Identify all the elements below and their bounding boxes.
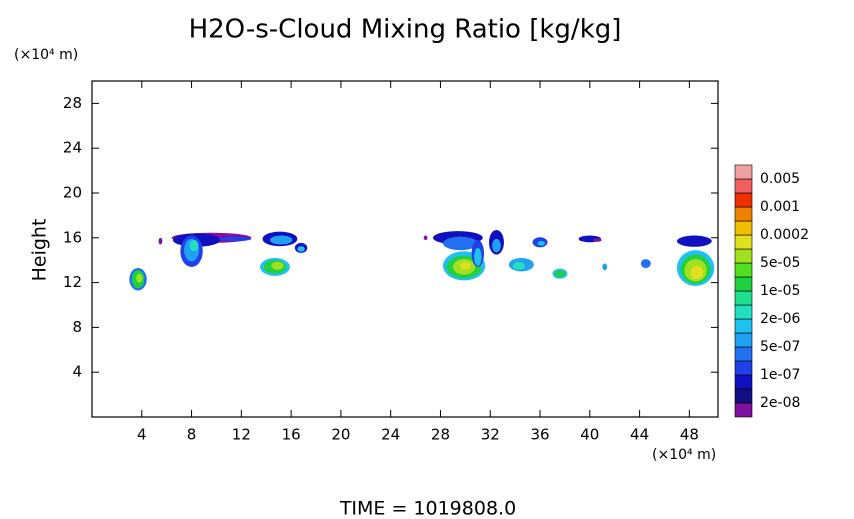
cloud-patch (136, 273, 143, 283)
cloud-patch (218, 236, 252, 242)
colorbar-box (734, 234, 753, 250)
colorbar-box (734, 304, 753, 320)
colorbar-box (734, 206, 753, 222)
colorbar-box (734, 276, 753, 292)
chart-title: H2O-s-Cloud Mixing Ratio [kg/kg] (189, 15, 622, 45)
y-tick-label: 28 (63, 94, 82, 112)
cloud-patch (460, 261, 471, 270)
cloud-patch (158, 237, 163, 245)
colorbar-box (734, 360, 753, 376)
y-tick-label: 24 (63, 139, 82, 157)
x-tick-label: 40 (580, 426, 599, 444)
x-tick-label: 12 (232, 426, 251, 444)
cloud-patch (442, 236, 478, 251)
y-tick-label: 16 (63, 228, 82, 246)
x-tick-label: 8 (187, 426, 197, 444)
cloud-patch (492, 238, 501, 253)
colorbar-label: 1e-05 (760, 283, 800, 299)
x-tick-label: 28 (431, 426, 450, 444)
colorbar-box (734, 290, 753, 306)
colorbar-box (734, 192, 753, 208)
colorbar-box (734, 220, 753, 236)
colorbar-box (734, 332, 753, 348)
colorbar-box (734, 262, 753, 278)
cloud-patch (537, 241, 546, 246)
footer: TIME = 1019808.0 (339, 498, 516, 519)
colorbar-label: 2e-06 (760, 311, 800, 327)
cloud-patch (640, 259, 651, 269)
colorbar-box (734, 178, 753, 194)
cloud-patch (423, 235, 428, 241)
x-tick-label: 32 (481, 426, 500, 444)
x-tick-label: 24 (381, 426, 400, 444)
colorbar-box (734, 388, 753, 404)
colorbar-label: 1e-07 (760, 367, 800, 383)
colorbar-label: 5e-05 (760, 255, 800, 271)
x-tick-label: 4 (137, 426, 147, 444)
plot-area (129, 229, 715, 291)
colorbar-label: 0.001 (760, 199, 800, 215)
colorbar-label: 5e-07 (760, 339, 800, 355)
cloud-patch (592, 238, 602, 242)
colorbar-label: 0.0002 (760, 227, 809, 243)
colorbar-box (734, 318, 753, 334)
cloud-patch (554, 270, 565, 278)
colorbar-label: 2e-08 (760, 395, 800, 411)
cloud-patch (297, 246, 305, 252)
x-tick-label: 16 (282, 426, 301, 444)
colorbar-box (734, 374, 753, 390)
cloud-patch (269, 235, 293, 245)
y-tick-label: 8 (72, 318, 82, 336)
x-tick-label: 48 (680, 426, 699, 444)
y-tick-label: 12 (63, 273, 82, 291)
y-axis-label: Height (29, 219, 51, 282)
colorbar-label: 0.005 (760, 171, 800, 187)
colorbar-box (734, 346, 753, 362)
x-tick-label: 36 (530, 426, 549, 444)
colorbar-box (734, 402, 753, 418)
cloud-patch (189, 240, 199, 252)
cloud-patch (474, 247, 482, 266)
cloud-patch (676, 235, 712, 247)
colorbar-box (734, 164, 753, 180)
plot-frame (91, 80, 719, 418)
colorbar-box (734, 248, 753, 264)
x-unit: (×10⁴ m) (652, 447, 716, 463)
x-tick-label: 20 (331, 426, 350, 444)
cloud-patch (602, 263, 608, 271)
x-tick-label: 44 (630, 426, 649, 444)
cloud-patch (690, 265, 704, 280)
y-tick-label: 4 (72, 363, 82, 381)
cloud-patch (512, 261, 526, 270)
y-tick-label: 20 (63, 184, 82, 202)
y-unit: (×10⁴ m) (14, 47, 78, 63)
cloud-patch (271, 261, 284, 270)
